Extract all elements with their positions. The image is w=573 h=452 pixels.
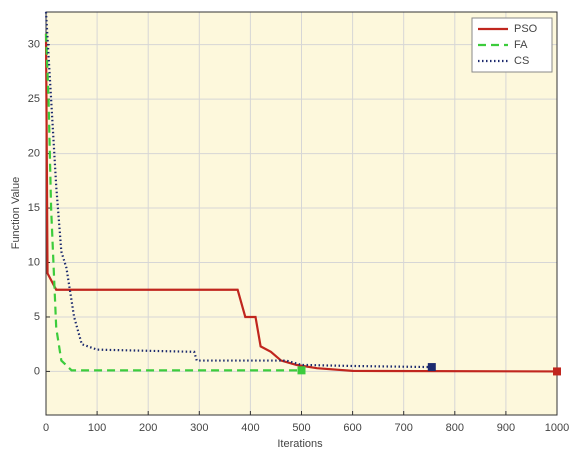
series-line [44,33,558,373]
end-marker [553,367,561,376]
y-tick-label: 25 [28,93,40,105]
y-tick-label: 5 [34,311,40,323]
x-tick-label: 100 [88,422,106,434]
y-tick-label: 10 [28,256,40,268]
x-tick-label: 900 [497,422,515,434]
end-marker [297,366,306,375]
x-tick-label: 1000 [545,422,569,434]
legend-label: CS [514,55,529,67]
series-line [44,11,432,369]
x-tick-label: 500 [292,422,310,434]
y-tick-label: 20 [28,148,40,160]
x-tick-label: 800 [446,422,464,434]
x-tick-label: 300 [190,422,208,434]
legend-label: FA [514,39,528,51]
end-marker [427,363,436,372]
y-tick-label: 30 [28,39,40,51]
x-tick-label: 0 [43,422,49,434]
y-tick-label: 15 [28,202,40,214]
x-tick-label: 600 [343,422,361,434]
x-axis-label: Iterations [277,438,323,450]
y-axis-label: Function Value [10,177,22,250]
y-tick-label: 0 [34,365,40,377]
x-tick-label: 400 [241,422,259,434]
x-tick-label: 700 [395,422,413,434]
legend-label: PSO [514,23,538,35]
x-tick-label: 200 [139,422,157,434]
series-line [44,33,302,372]
axes-box [45,11,558,416]
